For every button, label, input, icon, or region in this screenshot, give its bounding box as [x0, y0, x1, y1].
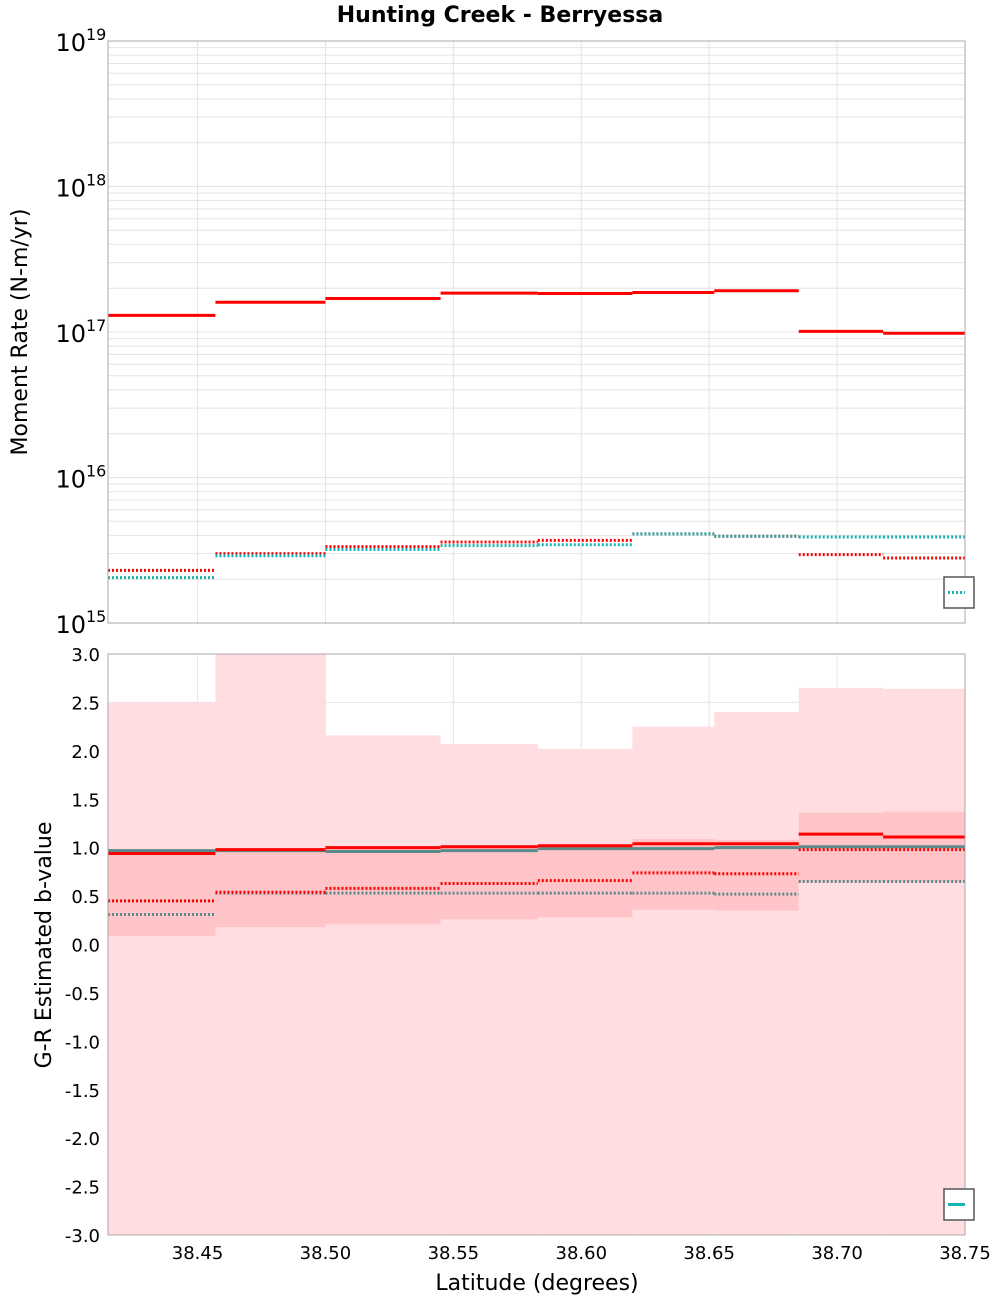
moment-y-tick-label: 10	[55, 29, 86, 57]
b-value-panel: 3.0 2.5 2.0 1.5 1.0 0.5 0.0 -0.5 -1.0 -1.5 -2.0 -2.…	[65, 645, 991, 1264]
moment-y-tick-exponent: 16	[86, 462, 106, 481]
b-value-inner-band-segment	[325, 847, 441, 925]
bvalue-y-tick-label: 0.0	[71, 936, 100, 957]
bvalue-y-tick-label: -3.0	[65, 1226, 100, 1247]
bvalue-y-tick-label: 2.0	[71, 742, 100, 763]
x-tick-label: 38.70	[811, 1243, 863, 1264]
bvalue-y-tick-label: 3.0	[71, 645, 100, 666]
b-value-inner-band-segment	[714, 839, 799, 911]
moment-y-tick-exponent: 15	[86, 607, 106, 626]
moment-y-tick-label: 10	[55, 611, 86, 639]
b-value-inner-band-segment	[108, 850, 216, 936]
x-tick-label: 38.65	[683, 1243, 735, 1264]
moment-y-tick-label: 10	[55, 175, 86, 203]
moment-y-tick-label: 10	[55, 320, 86, 348]
y-axis-title-b-value: G-R Estimated b-value	[32, 822, 57, 1069]
b-value-outer-band-segment	[632, 726, 715, 1235]
moment-y-tick-exponent: 19	[86, 25, 106, 44]
moment-y-tick-exponent: 17	[86, 316, 106, 335]
b-value-outer-band-segment	[440, 744, 538, 1235]
moment-y-tick-exponent: 18	[86, 171, 106, 190]
b-value-outer-band-segment	[537, 748, 633, 1235]
bvalue-y-tick-label: 1.5	[71, 790, 100, 811]
b-value-inner-band-segment	[537, 844, 633, 918]
bvalue-y-tick-label: -1.5	[65, 1081, 100, 1102]
chart-title: Hunting Creek - Berryessa	[337, 3, 663, 28]
bvalue-y-tick-label: 2.5	[71, 693, 100, 714]
bvalue-plot-frame	[107, 653, 966, 1236]
bvalue-y-tick-label: 1.0	[71, 839, 100, 860]
x-tick-label: 38.60	[556, 1243, 608, 1264]
x-tick-label: 38.50	[300, 1243, 352, 1264]
bvalue-y-tick-label: -0.5	[65, 984, 100, 1005]
moment-plot-frame	[107, 40, 966, 624]
x-tick-label: 38.45	[172, 1243, 224, 1264]
b-value-outer-band-segment	[714, 712, 799, 1235]
b-value-outer-band-segment	[883, 688, 965, 1235]
bvalue-y-tick-label: -2.5	[65, 1178, 100, 1199]
b-value-outer-band-segment	[325, 735, 441, 1235]
b-value-outer-band-segment	[798, 687, 884, 1235]
b-value-inner-band-segment	[215, 848, 326, 928]
b-value-outer-band-segment	[215, 654, 326, 1235]
b-value-outer-band-segment	[108, 702, 216, 1235]
moment-y-tick-label: 10	[55, 466, 86, 494]
x-tick-label: 38.55	[428, 1243, 480, 1264]
bvalue-y-tick-label: -2.0	[65, 1129, 100, 1150]
x-axis-title: Latitude (degrees)	[435, 1271, 638, 1296]
bvalue-y-tick-label: -1.0	[65, 1032, 100, 1053]
y-axis-title-moment-rate: Moment Rate (N-m/yr)	[8, 209, 33, 456]
x-tick-label: 38.75	[939, 1243, 991, 1264]
bvalue-y-tick-label: 0.5	[71, 887, 100, 908]
